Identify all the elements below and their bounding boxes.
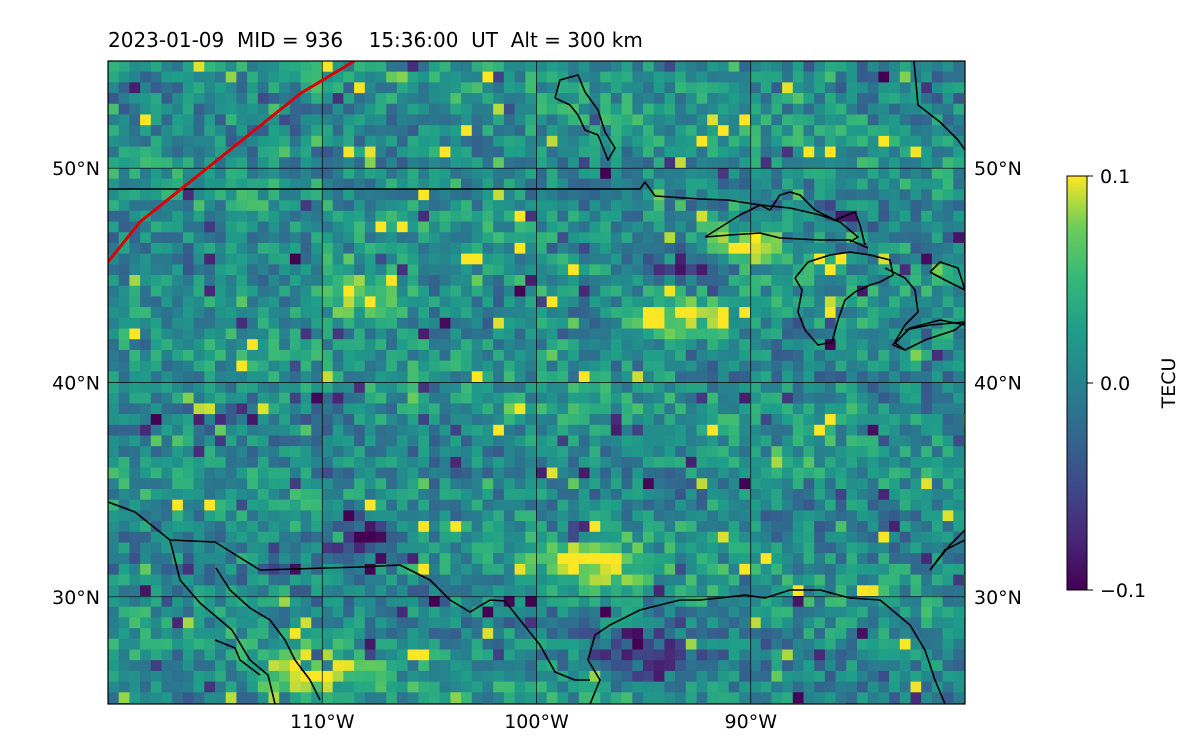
colorbar-ticks: 0.1 0.0 −0.1 [1087,166,1146,602]
lon-tick-label: 110°W [290,711,355,733]
hudson-bay-coast [554,74,616,161]
lon-tick-label: 100°W [504,711,569,733]
tec-heatmap [108,61,965,704]
lake-superior-north [704,191,866,246]
axis-ticks: 50°N 50°N 40°N 40°N 30°N 30°N 110°W 100°W 90°W [52,158,1022,733]
title-alt: Alt = 300 km [510,28,643,52]
title-time: 15:36:00 UT [368,28,498,52]
canada-us-border [108,181,859,243]
lon-tick-label: 90°W [725,711,778,733]
lat-tick-label-right: 40°N [974,373,1022,395]
lake-michigan [794,251,894,346]
title-date: 2023-01-09 [108,28,225,52]
lake-huron [884,267,919,351]
lake-superior-south [704,232,869,249]
colorbar-tick-label: 0.0 [1100,373,1130,395]
colorbar [1066,175,1088,591]
lat-tick-label-right: 50°N [974,158,1022,180]
coastlines [108,61,965,704]
graticule [108,61,965,704]
gulf-coast [587,589,946,704]
lat-tick-label-left: 30°N [52,587,100,609]
colorbar-tick-label: 0.1 [1100,166,1130,188]
lat-tick-label-left: 40°N [52,373,100,395]
canada-east-coast [913,61,965,151]
baja-gulf [169,539,276,704]
lat-tick-label-right: 30°N [974,587,1022,609]
baja-inner [215,567,321,701]
us-mexico-border [108,501,590,681]
colorbar-label: TECU [1158,358,1180,410]
title-mid: MID = 936 [236,28,344,52]
ontario-shore [929,261,965,291]
plot-title: 2023-01-09 MID = 936 15:36:00 UT Alt = 3… [108,28,643,52]
satellite-track [108,61,356,265]
mexico-west-coast [214,639,261,676]
lake-erie-ontario [894,319,965,351]
map-frame [107,60,966,705]
colorbar-tick-label: −0.1 [1100,580,1146,602]
atlantic-coast [929,529,965,571]
lat-tick-label-left: 50°N [52,158,100,180]
